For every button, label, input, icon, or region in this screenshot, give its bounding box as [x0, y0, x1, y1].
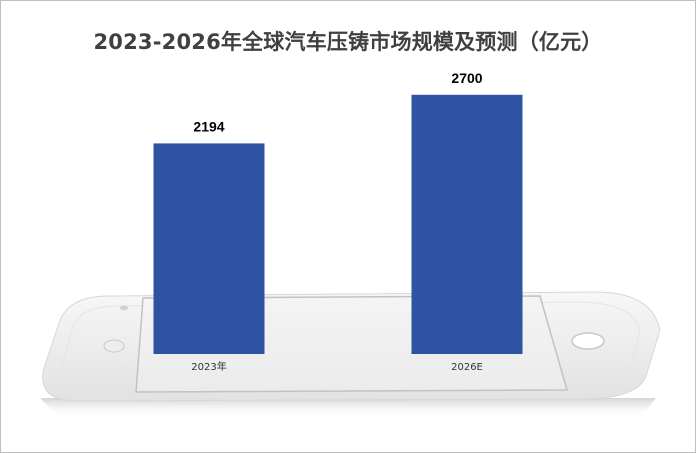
data-label-1: 2194 [193, 118, 224, 134]
x-tick-label-1: 2023年 [191, 360, 226, 373]
bar-2 [411, 94, 523, 355]
phone-illustration [40, 291, 661, 418]
chart-title: 2023-2026年全球汽车压铸市场规模及预测（亿元） [93, 30, 603, 54]
bar-1 [153, 143, 265, 354]
x-tick-label-2: 2026E [451, 362, 483, 373]
data-label-2: 2700 [451, 70, 482, 86]
